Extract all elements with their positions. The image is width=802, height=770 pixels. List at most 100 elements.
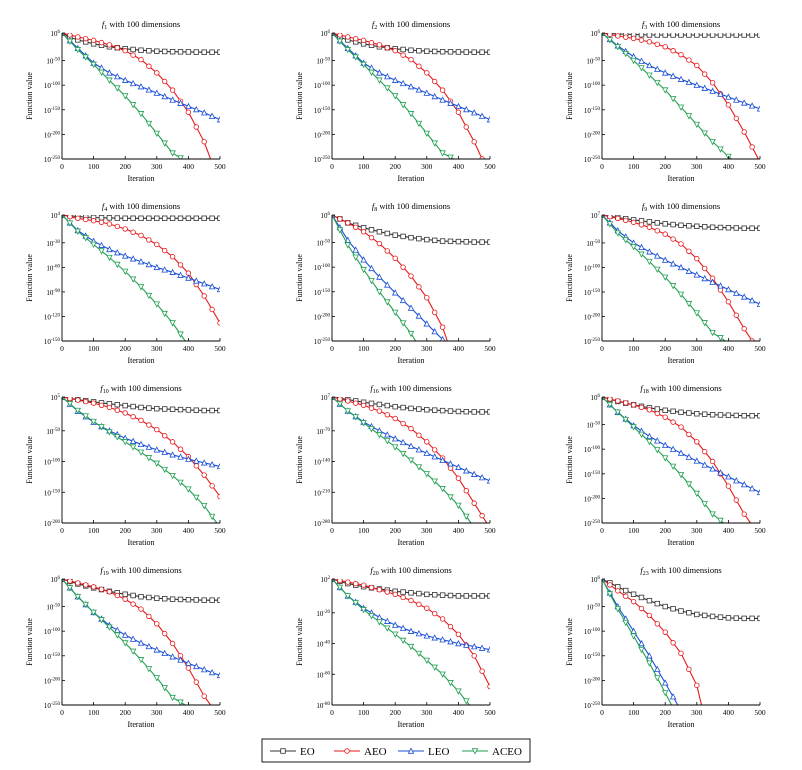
tick-exponent: -150 xyxy=(591,653,601,658)
marker-aeo xyxy=(217,493,220,500)
tick-base: 10 xyxy=(586,422,594,430)
y-tick-label: 10-250 xyxy=(44,702,61,710)
marker-eo xyxy=(487,593,490,599)
marker-eo xyxy=(455,49,462,55)
marker-aeo xyxy=(75,34,81,40)
tick-base: 10 xyxy=(44,313,52,321)
marker-aeo xyxy=(408,273,414,279)
marker-eo xyxy=(376,401,383,408)
marker-leo xyxy=(709,278,716,285)
tick-exponent: -250 xyxy=(321,156,331,161)
x-tick-label: 300 xyxy=(691,526,703,535)
marker-leo xyxy=(98,64,105,71)
marker-leo xyxy=(153,89,161,96)
tick-base: 10 xyxy=(586,604,594,612)
marker-aeo xyxy=(209,483,215,489)
title-function: f xyxy=(642,19,646,29)
marker-aeo xyxy=(749,338,755,341)
chart-title: f16 with 100 dimensions xyxy=(370,383,451,395)
y-tick-label: 10-200 xyxy=(584,313,601,321)
marker-aceo xyxy=(177,699,184,705)
marker-aeo xyxy=(345,34,351,40)
marker-leo xyxy=(669,693,677,700)
marker-aeo xyxy=(146,237,152,243)
title-text: with 100 dimensions xyxy=(109,565,182,575)
marker-leo xyxy=(98,241,105,248)
marker-aceo xyxy=(74,228,82,235)
marker-aeo xyxy=(201,472,207,478)
y-tick-label: 10-200 xyxy=(584,131,601,139)
series-line-aeo xyxy=(62,215,220,324)
marker-aceo xyxy=(98,424,105,431)
marker-aeo xyxy=(741,129,747,135)
y-tick-label: 10-150 xyxy=(44,489,61,497)
x-tick-label: 500 xyxy=(484,344,496,353)
marker-aceo xyxy=(106,624,113,631)
marker-aceo xyxy=(114,434,121,441)
tick-base: 10 xyxy=(586,58,594,66)
marker-aceo xyxy=(145,455,153,462)
marker-eo xyxy=(678,222,684,228)
marker-aceo xyxy=(423,471,431,478)
marker-leo xyxy=(391,621,399,628)
marker-aeo xyxy=(662,44,668,50)
marker-eo xyxy=(146,405,152,411)
tick-exponent: 7 xyxy=(598,212,601,217)
marker-leo xyxy=(216,116,220,123)
tick-exponent: -150 xyxy=(321,107,331,112)
marker-aceo xyxy=(129,102,137,109)
marker-eo xyxy=(471,593,477,599)
marker-aeo xyxy=(384,248,390,254)
marker-aeo xyxy=(345,398,351,404)
marker-aceo xyxy=(169,694,176,702)
legend-label: EO xyxy=(300,746,315,758)
marker-aeo xyxy=(471,653,477,659)
x-tick-label: 500 xyxy=(484,162,496,171)
marker-aceo xyxy=(98,248,105,255)
marker-aceo xyxy=(638,65,645,72)
marker-eo xyxy=(670,33,676,38)
marker-aceo xyxy=(368,69,375,76)
marker-aeo xyxy=(455,631,462,638)
marker-eo xyxy=(416,235,422,242)
marker-eo xyxy=(717,412,724,418)
marker-leo xyxy=(161,649,168,657)
marker-leo xyxy=(638,243,645,251)
tick-exponent: -200 xyxy=(321,313,331,318)
marker-aceo xyxy=(415,120,423,128)
y-tick-label: 10-50 xyxy=(586,604,600,612)
marker-aeo xyxy=(368,405,375,411)
marker-eo xyxy=(686,410,692,416)
title-subscript: 20 xyxy=(373,571,379,577)
marker-leo xyxy=(463,641,470,648)
marker-leo xyxy=(669,260,677,267)
y-tick-label: 10-250 xyxy=(584,520,601,528)
marker-aeo xyxy=(376,587,383,593)
marker-eo xyxy=(209,597,215,603)
marker-eo xyxy=(384,230,390,237)
y-tick-label: 102 xyxy=(321,576,331,584)
marker-aceo xyxy=(137,111,145,118)
marker-eo xyxy=(447,592,454,599)
marker-eo xyxy=(376,229,383,235)
x-tick-label: 0 xyxy=(60,344,64,353)
marker-eo xyxy=(209,49,215,55)
tick-base: 10 xyxy=(321,394,329,402)
marker-aeo xyxy=(169,254,176,260)
y-tick-label: 10-120 xyxy=(44,313,61,321)
marker-eo xyxy=(686,223,692,229)
chart-panel-6: f9 with 100 dimensions 0 100 200 300 400 500 It… xyxy=(565,201,766,365)
marker-aceo xyxy=(90,418,97,426)
marker-eo xyxy=(678,409,684,415)
tick-base: 10 xyxy=(314,289,322,297)
chart-panel-5: f8 with 100 dimensions 0 100 200 300 400 500 It… xyxy=(295,201,496,365)
x-tick-label: 500 xyxy=(484,526,496,535)
marker-aceo xyxy=(646,72,653,79)
marker-eo xyxy=(177,215,184,221)
x-tick-label: 0 xyxy=(330,526,334,535)
marker-eo xyxy=(130,403,136,410)
marker-aceo xyxy=(121,439,129,446)
marker-eo xyxy=(717,224,724,231)
tick-base: 10 xyxy=(584,520,592,528)
marker-leo xyxy=(153,646,161,653)
